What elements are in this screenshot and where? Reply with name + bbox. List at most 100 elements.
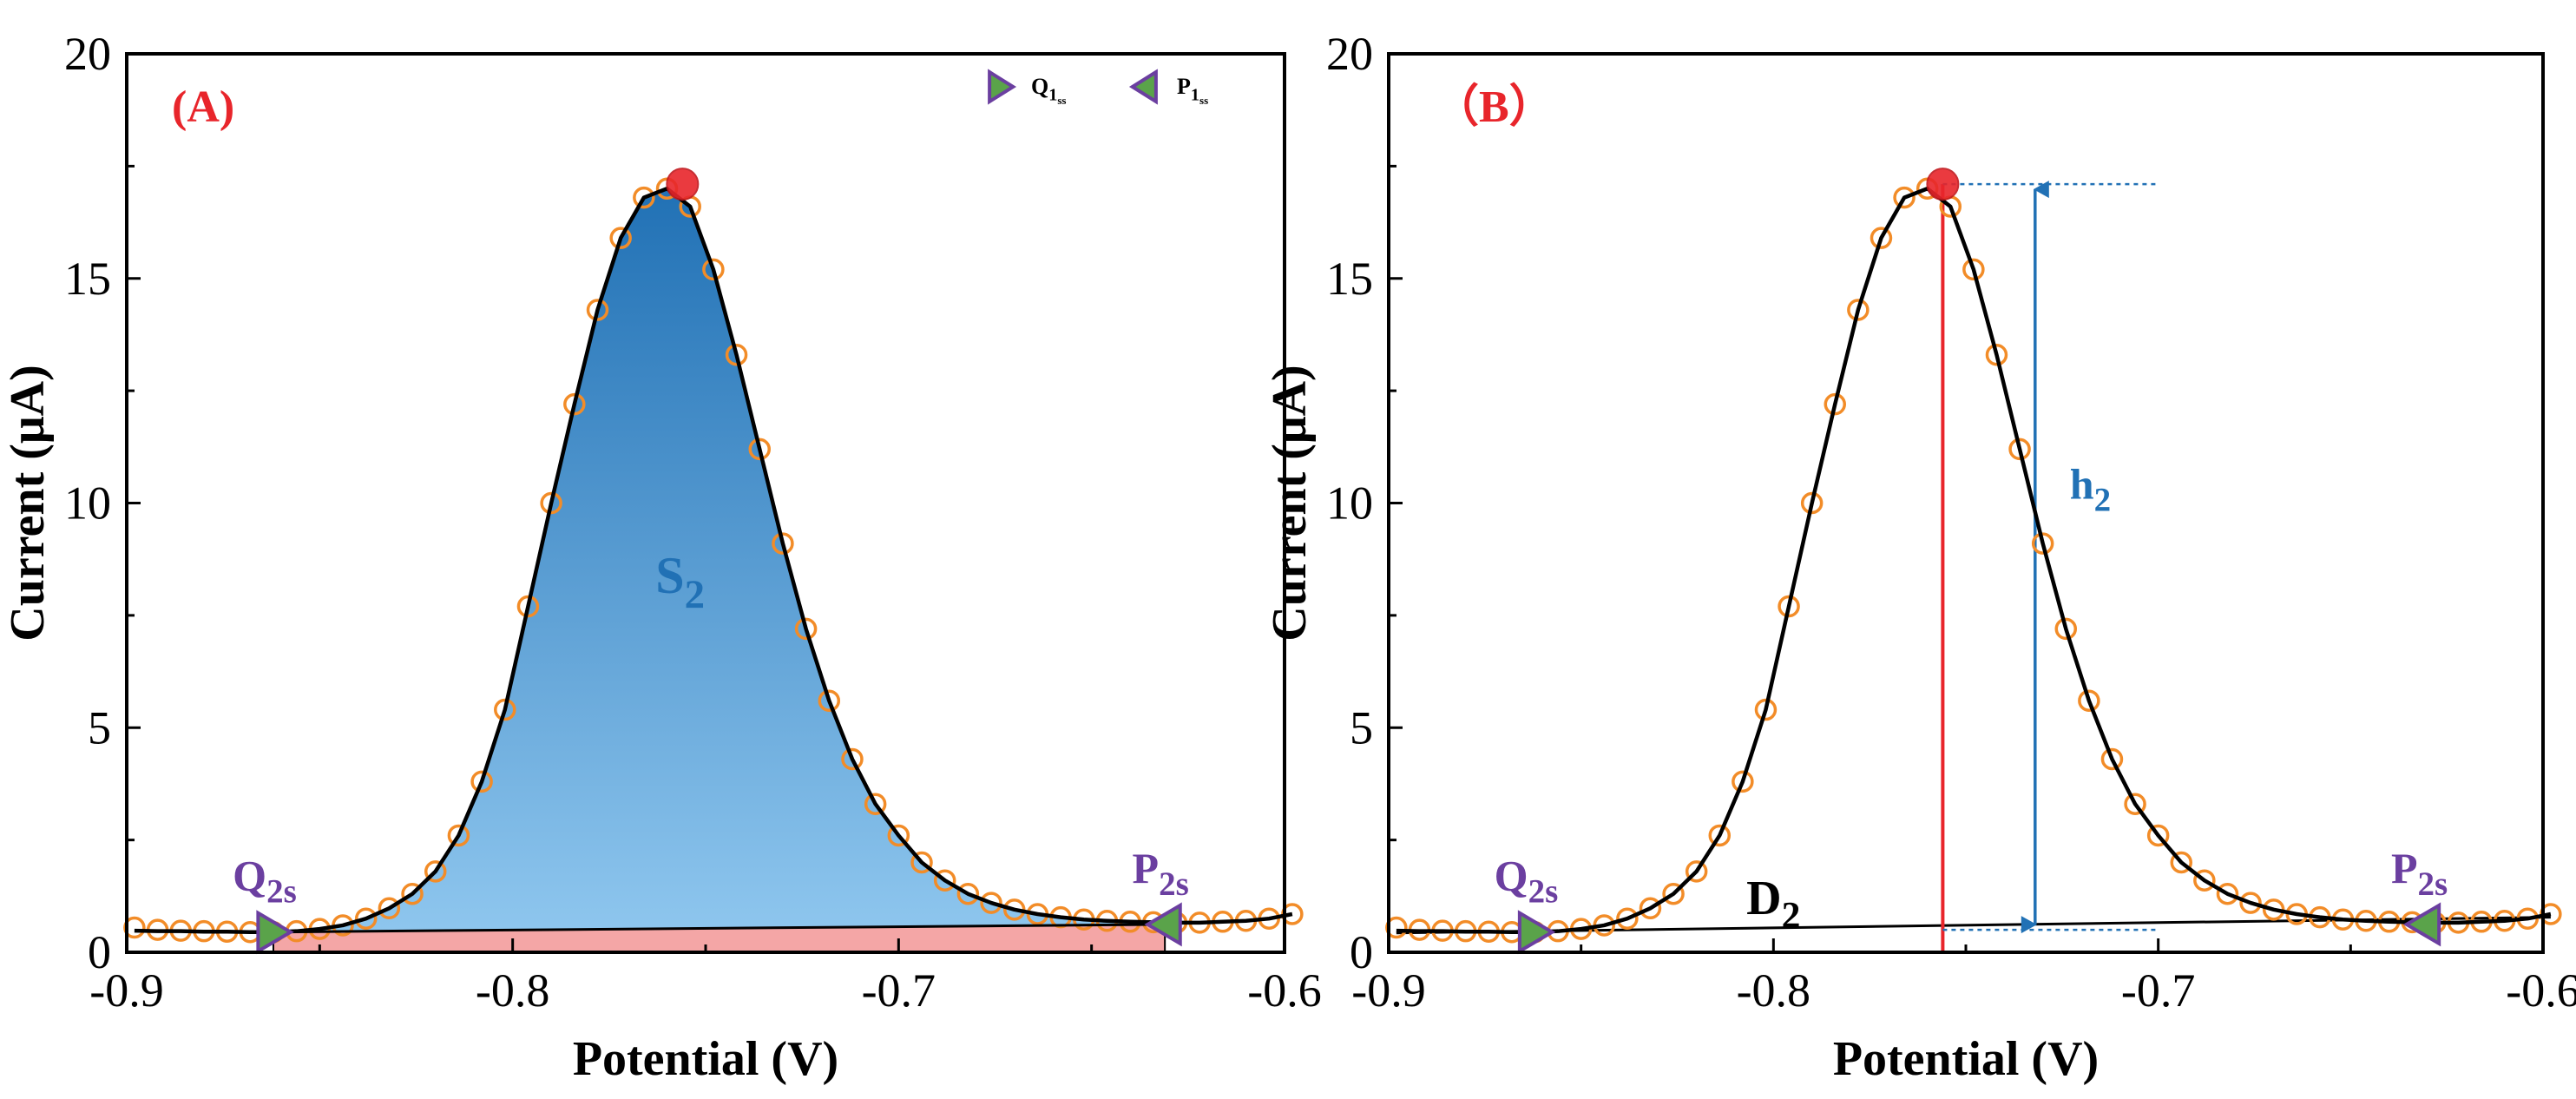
measured-point: [1732, 770, 1754, 793]
y-tick-label: 15: [1326, 253, 1373, 305]
measured-point: [494, 698, 516, 721]
peak-marker: [666, 168, 700, 201]
measured-point: [1847, 299, 1870, 321]
measured-point: [956, 882, 980, 905]
measured-point: [1685, 860, 1708, 883]
measured-point: [1616, 907, 1639, 930]
measured-point: [2100, 747, 2124, 771]
height-label-h2: h2: [2070, 459, 2111, 518]
measured-point: [2146, 824, 2170, 847]
measured-point: [980, 892, 1002, 914]
baseline-label-d2: D2: [1746, 872, 1800, 937]
measured-point: [516, 595, 540, 618]
measured-point: [2054, 617, 2078, 641]
measured-point: [1662, 882, 1685, 905]
measured-point: [887, 824, 910, 847]
x-tick-label: -0.6: [2506, 964, 2576, 1017]
y-tick-label: 0: [1350, 926, 1373, 978]
peak-marker: [1926, 168, 1960, 201]
measured-point: [378, 897, 401, 920]
measured-point: [1708, 824, 1732, 847]
panel-a: S2 Q2s P2s Q1ss P1ss -0.9 -0.8 -0.7 -0.6 0 5 10 15 20…: [1, 28, 1322, 1086]
measured-point: [725, 343, 748, 366]
measured-point: [748, 438, 772, 461]
measured-point: [818, 689, 841, 712]
measured-point: [1754, 698, 1778, 721]
measured-point: [1870, 227, 1893, 249]
x-axis-title: Potential (V): [573, 1032, 838, 1086]
measured-point: [1778, 595, 1800, 618]
measured-point: [1385, 916, 1408, 939]
y-tick-label: 15: [64, 253, 111, 305]
y-tick-label: 20: [64, 28, 111, 80]
y-tick-label: 10: [64, 477, 111, 530]
measured-point: [1962, 258, 1985, 281]
legend-marker-1: [1128, 69, 1158, 105]
y-tick-label: 0: [88, 926, 111, 978]
measured-point: [2193, 869, 2216, 892]
measured-point: [2008, 438, 2031, 461]
x-axis-title: Potential (V): [1833, 1032, 2099, 1086]
x-tick-label: -0.7: [2121, 964, 2195, 1017]
panel-label: （B）: [1434, 82, 1554, 132]
measured-point: [1824, 392, 1847, 416]
end-point-label: P2s: [1133, 844, 1189, 903]
legend-marker-0: [988, 69, 1017, 105]
x-tick-label: -0.8: [476, 964, 549, 1017]
peak-area-fill: [273, 188, 1166, 932]
y-axis-title: Current (μA): [1263, 365, 1317, 641]
measured-point: [2239, 892, 2262, 914]
y-tick-label: 10: [1326, 477, 1373, 530]
x-tick-label: -0.7: [862, 964, 936, 1017]
measured-point: [1639, 897, 1662, 920]
measured-point: [447, 824, 470, 847]
measured-point: [401, 882, 424, 905]
measured-point: [424, 860, 447, 883]
baseline-line: [273, 923, 1166, 934]
legend-label-0: Q1ss: [1031, 74, 1067, 107]
x-tick-label: -0.9: [1351, 964, 1425, 1017]
measured-point: [609, 227, 632, 249]
measured-point: [910, 851, 933, 874]
measured-point: [633, 186, 655, 209]
area-label-s2: S2: [655, 547, 705, 617]
end-point-marker: [1144, 902, 1182, 947]
y-axis-title: Current (μA): [1, 365, 55, 641]
measured-point: [864, 793, 887, 815]
measured-point: [2216, 882, 2239, 905]
y-tick-label: 5: [88, 701, 111, 754]
fit-line: [1396, 187, 2552, 934]
start-point-label: Q2s: [1495, 852, 1559, 911]
legend-label-1: P1ss: [1177, 74, 1208, 107]
measured-point: [563, 392, 586, 416]
measured-point: [586, 299, 609, 321]
plot-frame: [1387, 52, 2545, 954]
measured-point: [841, 747, 864, 771]
x-tick-label: -0.9: [89, 964, 163, 1017]
measured-point: [2031, 532, 2054, 555]
measured-point: [1985, 343, 2008, 366]
y-tick-label: 5: [1350, 701, 1373, 754]
start-point-marker: [1517, 910, 1556, 955]
end-point-marker: [2402, 902, 2441, 947]
x-tick-label: -0.6: [1247, 964, 1321, 1017]
x-tick-label: -0.8: [1737, 964, 1810, 1017]
y-tick-label: 20: [1326, 28, 1373, 80]
measured-point: [772, 532, 794, 555]
measured-point: [123, 916, 146, 939]
measured-point: [1893, 186, 1916, 209]
measured-point: [2078, 689, 2100, 712]
panel-label: (A): [172, 82, 234, 132]
panel-b: h2 D2 Q2s P2s -0.9 -0.8 -0.7 -0.6 0 5 10 15 20 Potent…: [1263, 28, 2576, 1086]
measured-point: [470, 770, 493, 793]
measured-point: [702, 258, 725, 281]
start-point-label: Q2s: [233, 852, 297, 911]
start-point-marker: [256, 910, 294, 955]
measured-point: [354, 907, 378, 930]
legend: Q1ss P1ss: [988, 69, 1208, 107]
measured-point: [2124, 793, 2146, 815]
measured-point: [2170, 851, 2193, 874]
measured-point: [540, 491, 562, 515]
